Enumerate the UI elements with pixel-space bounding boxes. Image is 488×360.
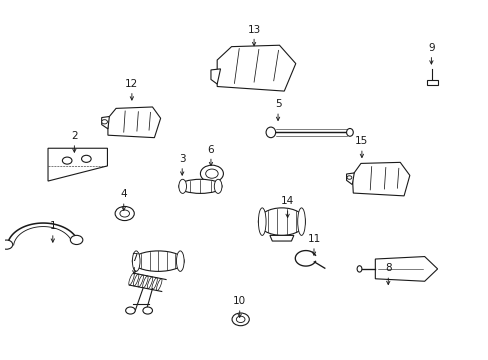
Ellipse shape <box>176 251 184 271</box>
Circle shape <box>346 176 351 179</box>
Circle shape <box>102 120 107 124</box>
Text: 1: 1 <box>49 221 56 231</box>
Circle shape <box>232 313 249 326</box>
Text: 14: 14 <box>281 197 294 207</box>
Text: 12: 12 <box>125 79 138 89</box>
Circle shape <box>115 207 134 221</box>
Ellipse shape <box>265 127 275 138</box>
Circle shape <box>205 169 218 178</box>
Circle shape <box>200 165 223 182</box>
Polygon shape <box>108 107 160 138</box>
Polygon shape <box>102 117 109 129</box>
Circle shape <box>120 210 129 217</box>
Text: 15: 15 <box>355 136 368 147</box>
Ellipse shape <box>179 179 186 193</box>
Text: 2: 2 <box>71 131 78 141</box>
Ellipse shape <box>179 179 222 193</box>
Circle shape <box>70 235 82 244</box>
Ellipse shape <box>356 266 361 272</box>
Text: 4: 4 <box>120 189 127 199</box>
Ellipse shape <box>258 208 305 235</box>
Circle shape <box>62 157 72 164</box>
Polygon shape <box>375 257 437 281</box>
Circle shape <box>142 307 152 314</box>
Ellipse shape <box>258 208 265 235</box>
Text: 9: 9 <box>427 43 434 53</box>
Polygon shape <box>210 69 220 84</box>
Ellipse shape <box>132 251 184 271</box>
Text: 8: 8 <box>384 264 391 274</box>
Text: 6: 6 <box>207 145 214 154</box>
Circle shape <box>0 240 13 249</box>
Text: 13: 13 <box>247 24 260 35</box>
Ellipse shape <box>346 129 352 136</box>
Circle shape <box>236 316 244 323</box>
Text: 10: 10 <box>233 296 246 306</box>
Text: 11: 11 <box>307 234 320 244</box>
Text: 5: 5 <box>274 99 281 109</box>
Polygon shape <box>217 45 295 91</box>
Ellipse shape <box>132 251 140 271</box>
Text: 7: 7 <box>131 253 137 263</box>
Ellipse shape <box>214 179 222 193</box>
Circle shape <box>125 307 135 314</box>
FancyBboxPatch shape <box>426 80 437 85</box>
Polygon shape <box>269 235 293 241</box>
Text: 3: 3 <box>179 154 185 164</box>
Polygon shape <box>351 162 409 196</box>
Polygon shape <box>346 173 353 185</box>
Polygon shape <box>48 148 107 181</box>
Circle shape <box>81 155 91 162</box>
Ellipse shape <box>297 208 305 235</box>
